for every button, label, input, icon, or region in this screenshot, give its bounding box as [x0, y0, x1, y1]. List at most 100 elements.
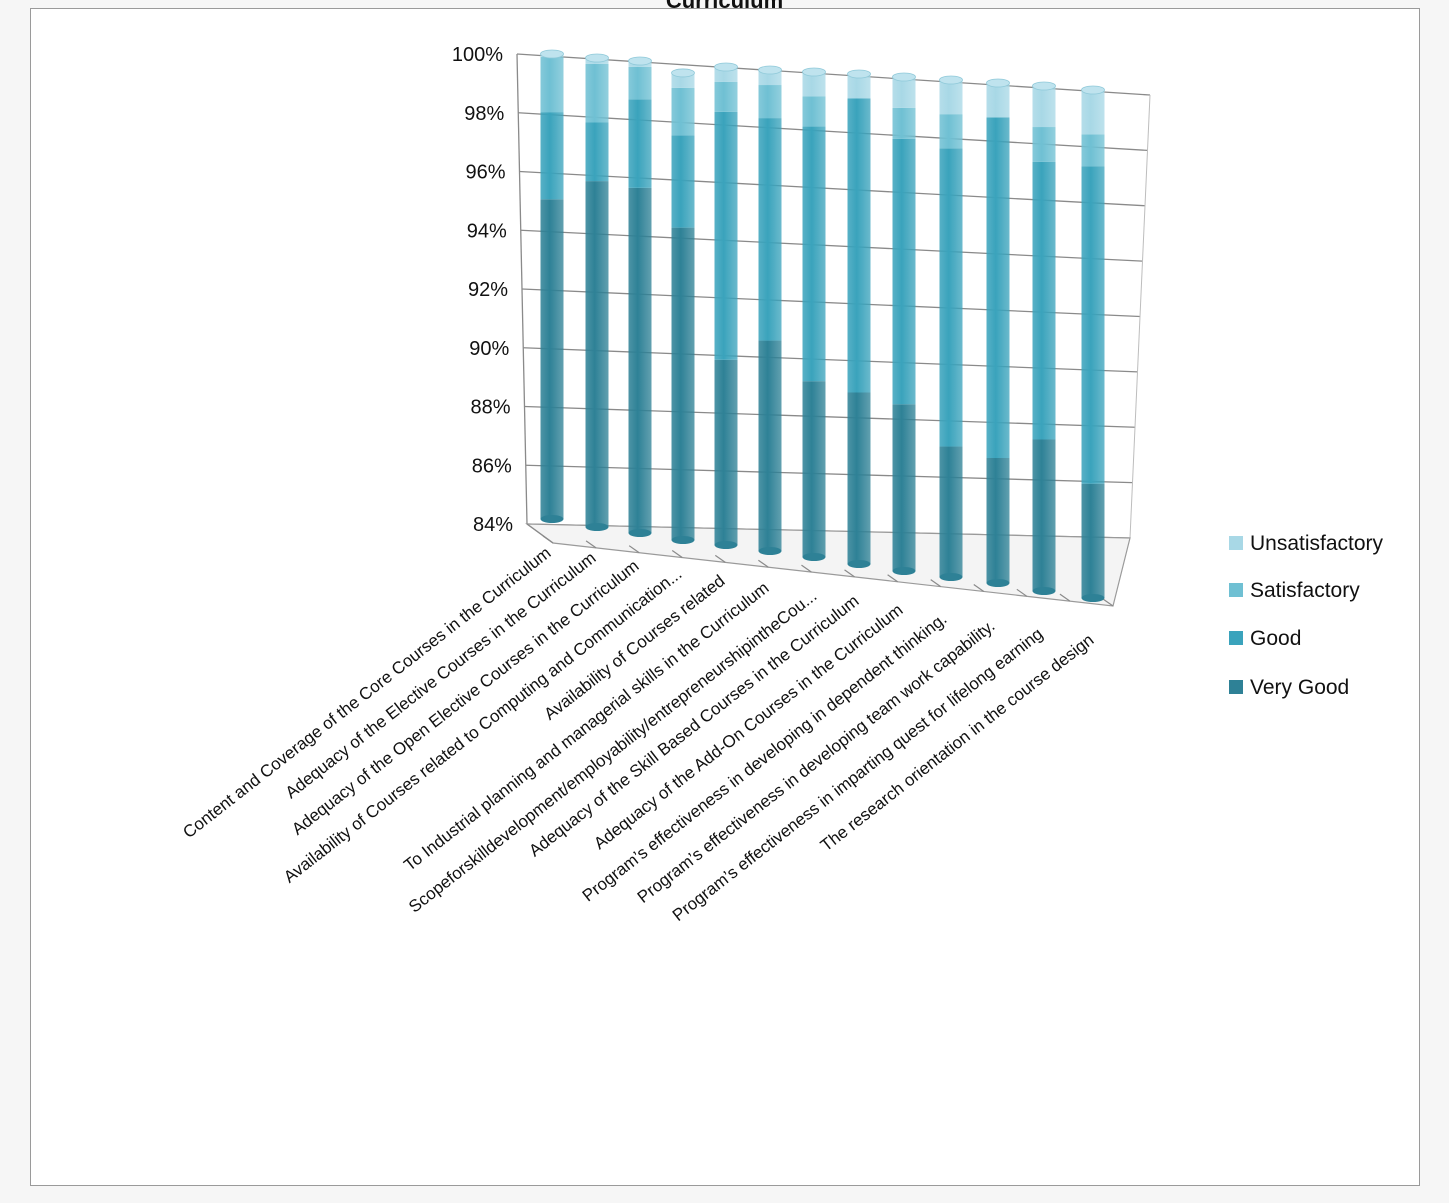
bar-segment: [802, 381, 826, 557]
bar-base: [585, 523, 609, 531]
bar-stack: [1081, 85, 1105, 602]
bar-segment: [714, 81, 738, 112]
bar-cap: [585, 53, 609, 63]
bar-segment: [939, 114, 963, 149]
legend-label: Unsatisfactory: [1250, 532, 1384, 555]
bar-stack: [585, 53, 609, 531]
legend-item: Good: [1229, 627, 1301, 650]
bar-cap: [1081, 85, 1105, 95]
bar-cap: [939, 75, 963, 85]
bar-base: [671, 536, 695, 544]
bar-base: [939, 573, 963, 581]
legend-label: Good: [1250, 627, 1301, 650]
bar-base: [986, 579, 1010, 587]
bar-segment: [1032, 161, 1056, 440]
bar-cap: [758, 65, 782, 75]
legend-swatch: [1229, 680, 1243, 694]
y-tick-label: 92%: [468, 279, 508, 301]
bar-segment: [628, 66, 652, 100]
bar-base: [1081, 594, 1105, 602]
bar-segment: [939, 446, 963, 577]
bar-segment: [802, 72, 826, 97]
bar-stack: [628, 56, 652, 537]
chart-title: Curriculum: [665, 0, 784, 13]
bar-cap: [671, 68, 695, 78]
y-tick-label: 98%: [464, 103, 504, 125]
bar-segment: [986, 83, 1010, 118]
bar-cap: [892, 72, 916, 82]
y-tick-label: 94%: [467, 220, 507, 242]
x-tick: [671, 550, 683, 559]
legend: Unsatisfactory Satisfactory Good Very Good: [1229, 532, 1384, 699]
bar-segment: [540, 112, 564, 200]
y-tick-label: 96%: [465, 162, 505, 184]
bar-cap: [540, 49, 564, 59]
x-tick: [973, 583, 985, 592]
x-tick: [801, 564, 812, 573]
bar-segment: [802, 96, 826, 127]
bar-stack: [847, 69, 871, 568]
bar-segment: [939, 80, 963, 115]
legend-item: Unsatisfactory: [1229, 532, 1384, 555]
legend-swatch: [1229, 631, 1243, 645]
bar-base: [540, 515, 564, 523]
bar-stack: [892, 72, 916, 575]
bar-cap: [986, 78, 1010, 88]
x-tick: [887, 574, 898, 583]
bar-segment: [540, 199, 564, 519]
y-tick-label: 100%: [452, 44, 503, 66]
bar-segment: [802, 126, 826, 382]
bar-cap: [802, 67, 826, 77]
bar-segment: [585, 63, 609, 123]
bar-segment: [714, 359, 738, 545]
bar-cap: [714, 62, 738, 72]
bar-segment: [628, 187, 652, 533]
bar-segment: [847, 392, 871, 564]
x-category-label: The research orientation in the course d…: [817, 630, 1098, 855]
bar-segment: [939, 148, 963, 447]
bar-segment: [628, 99, 652, 188]
legend-swatch: [1229, 583, 1243, 597]
bar-base: [758, 547, 782, 555]
bar-segment: [671, 135, 695, 228]
bar-segment: [986, 458, 1010, 583]
bar-stack: [986, 78, 1010, 587]
x-tick: [758, 559, 769, 568]
bar-segment: [1032, 86, 1056, 128]
bar-stack: [939, 75, 963, 581]
bar-segment: [1032, 127, 1056, 162]
legend-label: Satisfactory: [1250, 579, 1360, 602]
bar-segment: [847, 98, 871, 393]
bar-segment: [758, 118, 782, 341]
legend-item: Satisfactory: [1229, 579, 1360, 602]
bar-segment: [758, 340, 782, 551]
bar-cap: [1032, 81, 1056, 91]
bar-segment: [714, 111, 738, 360]
bar-segment: [1032, 439, 1056, 591]
bar-stack: [540, 49, 564, 523]
y-tick-label: 84%: [473, 514, 513, 536]
bar-segment: [585, 122, 609, 182]
bar-segment: [1081, 90, 1105, 135]
back-wall-right-edge: [1129, 94, 1151, 539]
bar-segment: [892, 138, 916, 405]
x-tick: [542, 535, 554, 544]
bar-segment: [892, 77, 916, 108]
bar-base: [628, 529, 652, 537]
x-tick: [1016, 588, 1028, 597]
axes: 84% 86% 88% 90% 92% 94% 96% 98% 100%: [452, 44, 1151, 607]
bar-segment: [671, 227, 695, 540]
x-tick: [1059, 593, 1071, 602]
y-tick-label: 86%: [472, 455, 512, 477]
x-tick: [585, 540, 597, 549]
x-tick: [1102, 598, 1114, 607]
bar-stack: [714, 62, 738, 549]
back-wall-left-edge: [516, 53, 528, 525]
bar-segment: [671, 87, 695, 136]
y-tick-label: 90%: [469, 338, 509, 360]
bar-segment: [1081, 134, 1105, 167]
bar-base: [802, 553, 826, 561]
bar-cap: [847, 69, 871, 79]
bar-stack: [1032, 81, 1056, 595]
